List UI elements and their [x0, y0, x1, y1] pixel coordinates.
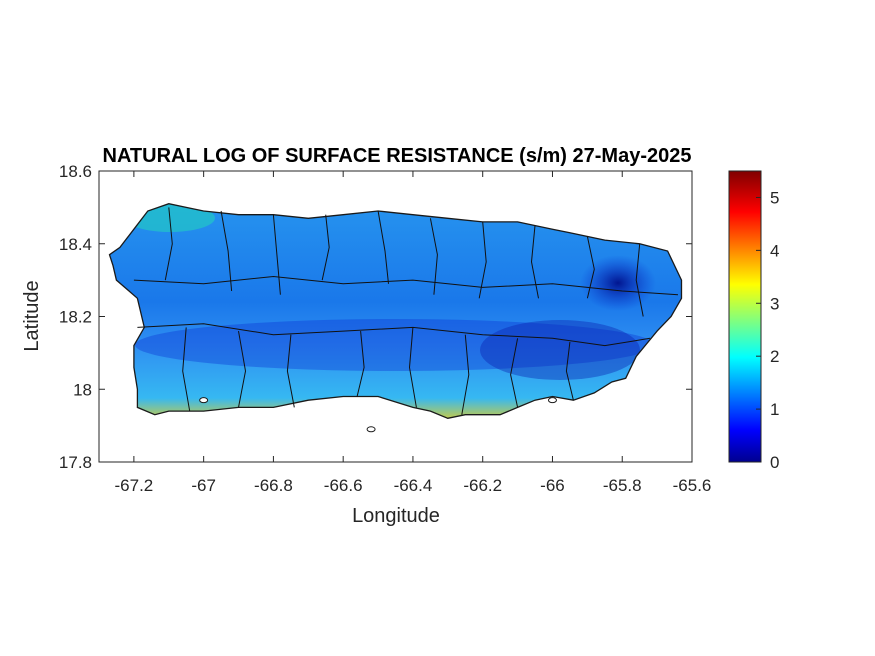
x-tick-label: -66.2 — [463, 476, 502, 495]
x-tick-label: -66 — [540, 476, 565, 495]
x-tick-label: -66.8 — [254, 476, 293, 495]
municipality-boundary — [238, 331, 247, 408]
chart-title: NATURAL LOG OF SURFACE RESISTANCE (s/m) … — [103, 145, 692, 167]
municipality-boundary — [321, 214, 330, 281]
x-tick-label: -67.2 — [115, 476, 154, 495]
islet — [547, 397, 557, 404]
municipality-boundary — [478, 221, 487, 299]
low-resistance-east — [480, 320, 640, 380]
municipality-boundary — [510, 338, 519, 408]
low-resistance-band — [135, 319, 655, 371]
colorbar-tick-label: 1 — [770, 400, 779, 419]
municipality-boundary — [461, 334, 470, 415]
colorbar-tick-label: 5 — [770, 188, 779, 207]
municipality-boundaries — [133, 207, 679, 415]
y-tick-label: 17.8 — [59, 453, 92, 472]
municipality-boundary — [356, 331, 365, 397]
islet — [199, 397, 209, 404]
colorbar-tick-label: 3 — [770, 294, 779, 313]
municipality-boundary — [565, 341, 574, 401]
colorbar-ticks: 0 1 2 3 4 5 — [756, 188, 779, 472]
municipality-boundary — [635, 243, 644, 317]
y-axis-label: Latitude — [21, 280, 43, 351]
islets — [199, 397, 557, 433]
y-tick-label: 18.6 — [59, 162, 92, 181]
islet — [366, 426, 376, 433]
municipality-boundary — [220, 210, 233, 292]
x-axis-label: Longitude — [352, 505, 440, 527]
colorbar — [728, 170, 762, 463]
y-tick-label: 18 — [73, 380, 92, 399]
x-tick-label: -65.6 — [673, 476, 712, 495]
y-tick-label: 18.2 — [59, 308, 92, 327]
municipality-boundary — [408, 327, 417, 408]
municipality-boundary — [286, 334, 295, 408]
x-tick-label: -66.4 — [394, 476, 433, 495]
municipality-boundary — [133, 275, 679, 296]
municipality-boundary — [164, 207, 173, 281]
municipality-boundary — [530, 225, 539, 299]
colorbar-tick-label: 0 — [770, 453, 779, 472]
x-axis: -67.2 -67 -66.8 -66.6 -66.4 -66.2 -66 -65.8 -65.… — [115, 171, 712, 495]
colorbar-tick-label: 4 — [770, 241, 779, 260]
island-outline — [108, 203, 683, 419]
municipality-boundary — [429, 218, 438, 295]
municipality-boundary — [272, 214, 281, 295]
x-tick-label: -67 — [191, 476, 216, 495]
surface-resistance-field — [109, 203, 682, 419]
map-layer — [108, 203, 683, 433]
municipality-boundary — [586, 236, 595, 299]
colorbar-tick-label: 2 — [770, 347, 779, 366]
municipality-boundary — [377, 210, 389, 284]
x-tick-label: -66.6 — [324, 476, 363, 495]
y-tick-label: 18.4 — [59, 235, 92, 254]
x-tick-label: -65.8 — [603, 476, 642, 495]
y-axis: 17.8 18 18.2 18.4 18.6 — [59, 162, 692, 472]
municipality-boundary — [182, 327, 191, 412]
